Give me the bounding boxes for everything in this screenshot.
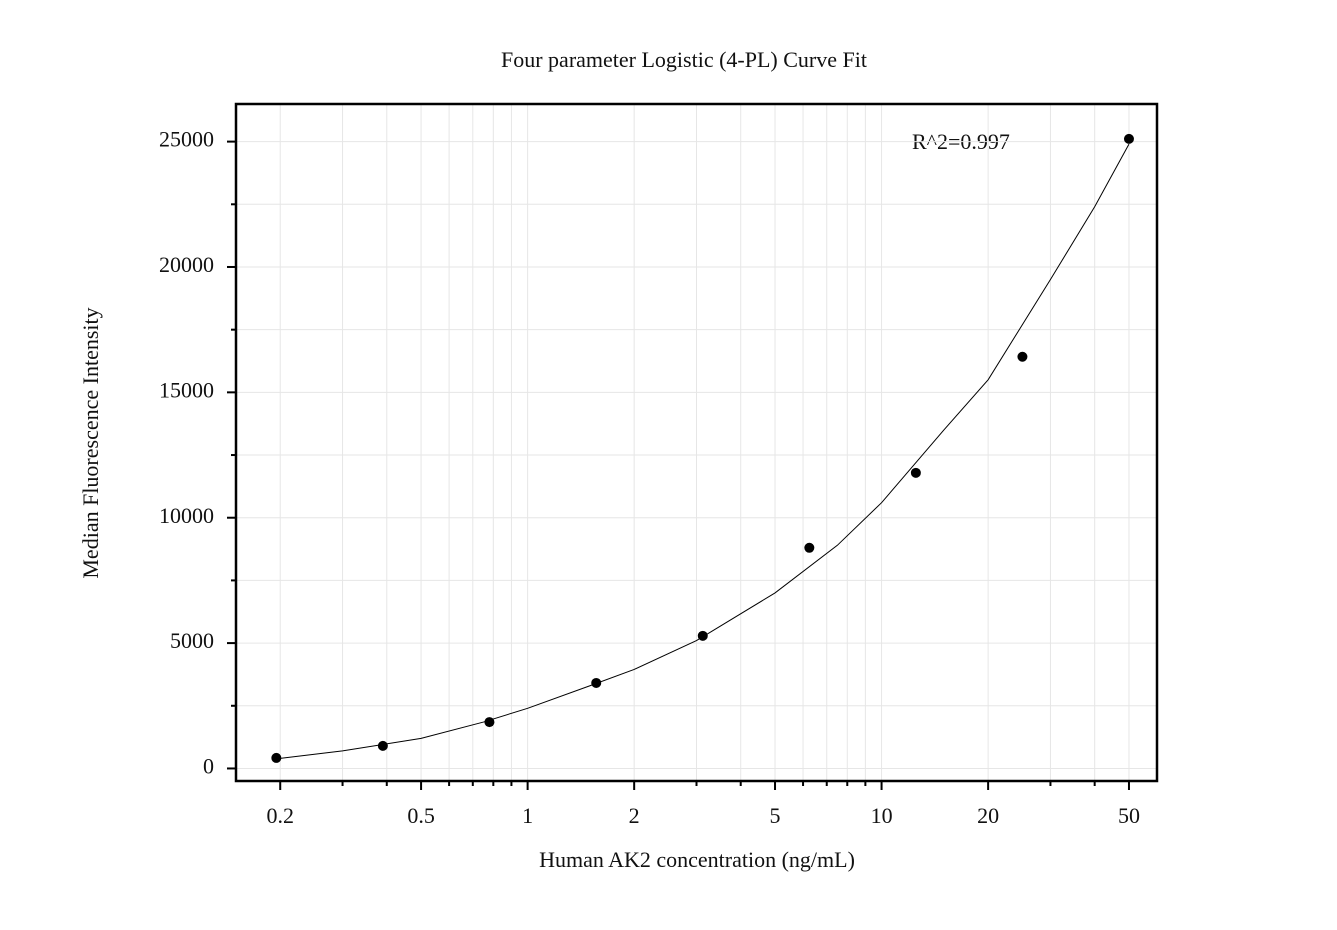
data-point bbox=[591, 677, 602, 688]
data-point bbox=[804, 542, 815, 553]
data-point bbox=[1123, 133, 1134, 144]
data-point bbox=[1017, 351, 1028, 362]
data-point bbox=[697, 630, 708, 641]
data-point bbox=[271, 752, 282, 763]
y-axis-label: Median Fluorescence Intensity bbox=[78, 307, 103, 578]
y-tick-label: 5000 bbox=[170, 628, 214, 653]
data-point bbox=[484, 717, 495, 728]
x-tick-label: 0.5 bbox=[407, 803, 435, 828]
data-point bbox=[910, 467, 921, 478]
y-tick-label: 15000 bbox=[159, 377, 214, 402]
x-tick-label: 0.2 bbox=[266, 803, 294, 828]
x-tick-label: 20 bbox=[977, 803, 999, 828]
chart-title: Four parameter Logistic (4-PL) Curve Fit bbox=[501, 47, 867, 72]
fit-curve bbox=[280, 143, 1130, 759]
x-tick-label: 10 bbox=[871, 803, 893, 828]
x-tick-label: 1 bbox=[522, 803, 533, 828]
x-tick-label: 5 bbox=[770, 803, 781, 828]
x-tick-label: 2 bbox=[629, 803, 640, 828]
x-axis-label: Human AK2 concentration (ng/mL) bbox=[539, 847, 855, 872]
data-point bbox=[377, 740, 388, 751]
x-tick-label: 50 bbox=[1118, 803, 1140, 828]
y-tick-label: 25000 bbox=[159, 127, 214, 152]
y-tick-label: 10000 bbox=[159, 503, 214, 528]
y-tick-label: 0 bbox=[203, 754, 214, 779]
y-tick-label: 20000 bbox=[159, 252, 214, 277]
